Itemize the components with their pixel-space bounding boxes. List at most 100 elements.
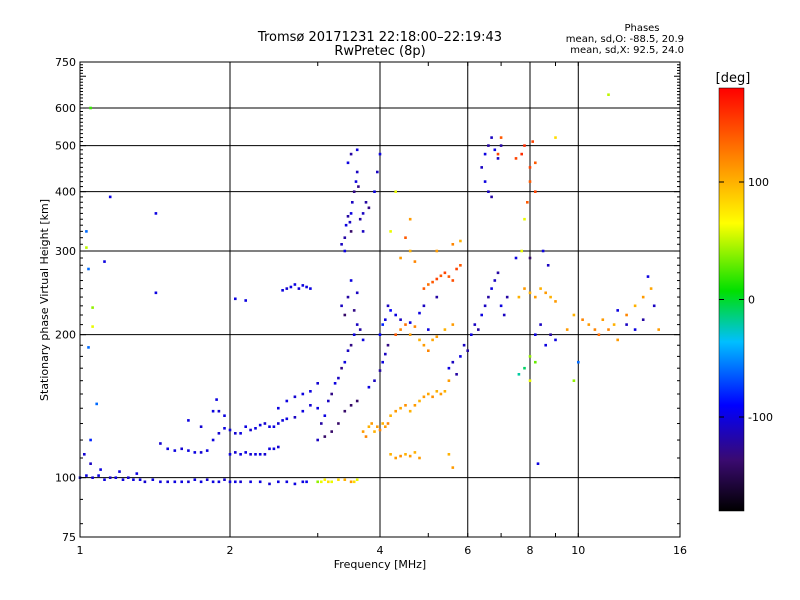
x-tick-label: 6 — [464, 544, 471, 557]
data-point — [154, 291, 158, 295]
data-point — [346, 295, 350, 299]
data-point — [597, 333, 601, 336]
chart-title: Tromsø 20171231 22:18:00–22:19:43 — [257, 30, 502, 45]
data-point — [277, 480, 280, 484]
colorbar-ticks: 100 0 -100 — [718, 87, 773, 512]
data-point — [285, 480, 289, 484]
colorbar-tick-label: 0 — [748, 294, 755, 307]
data-point — [344, 223, 348, 227]
data-point — [422, 287, 426, 290]
data-point — [337, 478, 340, 481]
data-point — [343, 360, 347, 364]
data-point — [384, 425, 387, 428]
data-point — [228, 428, 232, 432]
data-point — [357, 185, 360, 188]
data-point — [427, 349, 430, 352]
data-point — [97, 474, 100, 477]
data-point — [258, 453, 262, 456]
data-point — [349, 404, 353, 407]
data-point — [281, 289, 284, 292]
data-point — [386, 343, 390, 347]
x-tick-label: 2 — [227, 544, 234, 557]
data-point — [305, 480, 308, 484]
data-point — [272, 447, 276, 451]
data-point — [367, 385, 371, 389]
data-point — [528, 256, 532, 260]
data-point — [487, 295, 490, 299]
data-point — [451, 360, 455, 364]
chart-subtitle: RwPretec (8p) — [334, 44, 425, 59]
data-point — [239, 480, 242, 484]
data-point — [83, 453, 86, 456]
data-point — [108, 195, 112, 199]
data-point — [309, 404, 312, 407]
data-point — [413, 325, 417, 328]
data-point — [389, 230, 392, 233]
data-point — [435, 335, 439, 338]
data-point — [316, 382, 319, 385]
data-point — [554, 300, 557, 303]
data-point — [490, 195, 493, 199]
data-point — [215, 398, 218, 401]
data-point — [154, 212, 158, 215]
data-point — [239, 453, 242, 456]
data-point — [554, 136, 557, 139]
data-point — [536, 462, 540, 465]
data-point — [607, 328, 610, 331]
data-point — [394, 409, 397, 413]
y-tick-label: 75 — [62, 531, 76, 544]
data-point — [565, 328, 569, 331]
data-point — [355, 399, 359, 403]
data-point — [549, 333, 552, 336]
data-point — [348, 220, 352, 224]
data-point — [413, 451, 417, 454]
data-point — [544, 343, 547, 347]
data-point — [370, 422, 373, 425]
data-point — [470, 333, 473, 336]
data-point — [447, 366, 451, 370]
data-point — [244, 451, 247, 454]
data-point — [389, 453, 392, 456]
data-point — [234, 297, 237, 301]
data-point — [581, 318, 584, 321]
data-point — [91, 476, 94, 479]
data-point — [443, 328, 447, 331]
data-point — [534, 190, 537, 193]
data-point — [211, 438, 215, 442]
data-point — [205, 449, 209, 452]
data-point — [151, 478, 155, 481]
data-point — [554, 338, 557, 342]
data-point — [228, 453, 232, 456]
data-point — [447, 453, 451, 456]
data-point — [277, 406, 280, 410]
data-point — [399, 454, 402, 458]
data-point — [309, 390, 312, 393]
colorbar-tick-label: 100 — [748, 176, 769, 189]
data-point — [451, 243, 455, 246]
data-point — [447, 379, 451, 382]
data-point — [343, 313, 347, 317]
data-point — [378, 152, 382, 156]
data-point — [364, 201, 368, 204]
data-point — [473, 323, 477, 326]
data-point — [108, 476, 112, 479]
data-point — [323, 435, 327, 438]
data-point — [431, 395, 434, 399]
data-point — [502, 313, 506, 317]
data-point — [180, 480, 183, 484]
data-point — [404, 323, 407, 326]
data-point — [422, 343, 426, 347]
data-point — [234, 480, 237, 484]
data-point — [114, 476, 118, 479]
data-point — [381, 422, 384, 425]
data-point — [435, 295, 439, 299]
data-point — [373, 430, 376, 433]
data-point — [316, 438, 319, 442]
data-point — [541, 249, 545, 253]
x-tick-label: 16 — [673, 544, 687, 557]
colorbar-label: [deg] — [716, 71, 751, 86]
data-point — [323, 478, 327, 481]
data-point — [394, 190, 397, 193]
data-point — [394, 456, 397, 460]
y-tick-label: 500 — [55, 140, 76, 153]
